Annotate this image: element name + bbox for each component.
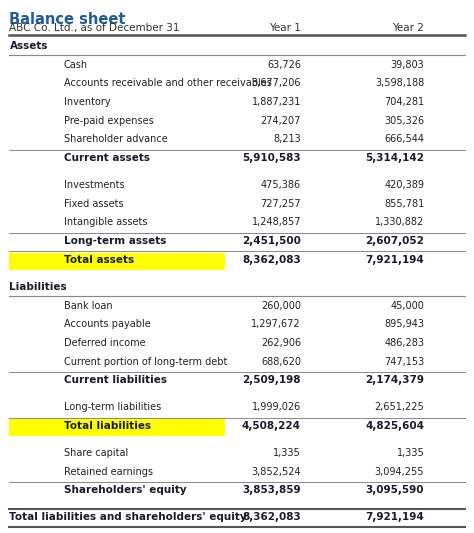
Text: 8,362,083: 8,362,083 [242, 512, 301, 522]
Text: 895,943: 895,943 [384, 319, 424, 329]
Text: 1,887,231: 1,887,231 [252, 97, 301, 107]
Text: 8,213: 8,213 [273, 134, 301, 144]
Text: 7,921,194: 7,921,194 [365, 512, 424, 522]
Text: 3,852,524: 3,852,524 [251, 466, 301, 477]
Text: 4,508,224: 4,508,224 [242, 421, 301, 431]
Text: 1,330,882: 1,330,882 [375, 217, 424, 228]
Text: Current portion of long-term debt: Current portion of long-term debt [64, 357, 228, 367]
Text: 1,999,026: 1,999,026 [252, 402, 301, 412]
FancyBboxPatch shape [9, 253, 225, 270]
Text: Deferred income: Deferred income [64, 338, 146, 348]
Text: 262,906: 262,906 [261, 338, 301, 348]
Text: 2,607,052: 2,607,052 [365, 236, 424, 246]
Text: Long-term assets: Long-term assets [64, 236, 166, 246]
Text: 274,207: 274,207 [261, 116, 301, 126]
Text: Cash: Cash [64, 60, 88, 70]
Text: Bank loan: Bank loan [64, 301, 113, 311]
Text: 8,362,083: 8,362,083 [242, 255, 301, 265]
Text: 39,803: 39,803 [391, 60, 424, 70]
Text: 3,677,206: 3,677,206 [252, 78, 301, 88]
Text: 1,335: 1,335 [396, 448, 424, 458]
Text: ABC Co. Ltd., as of December 31: ABC Co. Ltd., as of December 31 [9, 23, 180, 34]
Text: 3,598,188: 3,598,188 [375, 78, 424, 88]
Text: Shareholders' equity: Shareholders' equity [64, 485, 187, 495]
Text: 7,921,194: 7,921,194 [365, 255, 424, 265]
Text: 2,174,379: 2,174,379 [365, 375, 424, 385]
Text: Current assets: Current assets [64, 153, 150, 163]
Text: 2,451,500: 2,451,500 [242, 236, 301, 246]
Text: Pre-paid expenses: Pre-paid expenses [64, 116, 154, 126]
Text: 5,314,142: 5,314,142 [365, 153, 424, 163]
Text: Year 1: Year 1 [269, 23, 301, 34]
Text: 3,095,590: 3,095,590 [366, 485, 424, 495]
Text: Year 2: Year 2 [392, 23, 424, 34]
Text: Retained earnings: Retained earnings [64, 466, 153, 477]
Text: 855,781: 855,781 [384, 199, 424, 209]
Text: 747,153: 747,153 [384, 357, 424, 367]
Text: Share capital: Share capital [64, 448, 128, 458]
Text: Fixed assets: Fixed assets [64, 199, 124, 209]
Text: Accounts receivable and other receivables: Accounts receivable and other receivable… [64, 78, 272, 88]
Text: 1,335: 1,335 [273, 448, 301, 458]
Text: Current liabilities: Current liabilities [64, 375, 167, 385]
Text: Assets: Assets [9, 41, 48, 51]
Text: 475,386: 475,386 [261, 180, 301, 190]
Text: Balance sheet: Balance sheet [9, 12, 126, 27]
Text: 4,825,604: 4,825,604 [365, 421, 424, 431]
Text: 2,651,225: 2,651,225 [374, 402, 424, 412]
FancyBboxPatch shape [9, 419, 225, 436]
Text: 1,297,672: 1,297,672 [251, 319, 301, 329]
Text: 1,248,857: 1,248,857 [252, 217, 301, 228]
Text: 2,509,198: 2,509,198 [243, 375, 301, 385]
Text: Total liabilities: Total liabilities [64, 421, 151, 431]
Text: Investments: Investments [64, 180, 125, 190]
Text: 727,257: 727,257 [260, 199, 301, 209]
Text: 63,726: 63,726 [267, 60, 301, 70]
Text: 420,389: 420,389 [384, 180, 424, 190]
Text: Total assets: Total assets [64, 255, 134, 265]
Text: Shareholder advance: Shareholder advance [64, 134, 168, 144]
Text: Intangible assets: Intangible assets [64, 217, 147, 228]
Text: 305,326: 305,326 [384, 116, 424, 126]
Text: 486,283: 486,283 [384, 338, 424, 348]
Text: 45,000: 45,000 [391, 301, 424, 311]
Text: Liabilities: Liabilities [9, 282, 67, 292]
Text: Inventory: Inventory [64, 97, 110, 107]
Text: 666,544: 666,544 [384, 134, 424, 144]
Text: 5,910,583: 5,910,583 [242, 153, 301, 163]
Text: Accounts payable: Accounts payable [64, 319, 151, 329]
Text: 3,853,859: 3,853,859 [242, 485, 301, 495]
Text: 704,281: 704,281 [384, 97, 424, 107]
Text: Long-term liabilities: Long-term liabilities [64, 402, 161, 412]
Text: 3,094,255: 3,094,255 [375, 466, 424, 477]
Text: Total liabilities and shareholders' equity: Total liabilities and shareholders' equi… [9, 512, 247, 522]
Text: 260,000: 260,000 [261, 301, 301, 311]
Text: 688,620: 688,620 [261, 357, 301, 367]
